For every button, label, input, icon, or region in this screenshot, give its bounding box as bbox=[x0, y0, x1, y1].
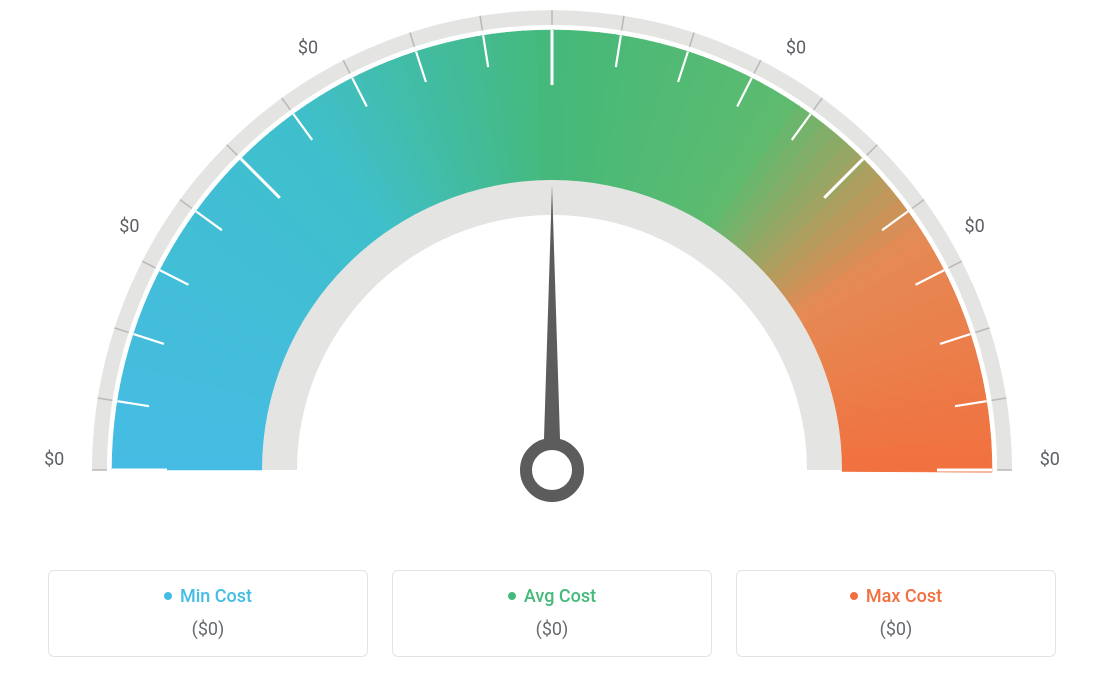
gauge-chart: $0$0$0$0$0$0$0 bbox=[0, 0, 1104, 560]
legend-label-avg: Avg Cost bbox=[524, 586, 596, 607]
legend-title-avg: Avg Cost bbox=[508, 586, 596, 607]
svg-text:$0: $0 bbox=[965, 216, 985, 237]
legend-card-max: Max Cost ($0) bbox=[736, 570, 1056, 657]
legend-title-max: Max Cost bbox=[850, 586, 942, 607]
svg-text:$0: $0 bbox=[786, 37, 806, 58]
legend-value-avg: ($0) bbox=[393, 619, 711, 640]
legend-dot-min bbox=[164, 592, 172, 600]
legend-value-min: ($0) bbox=[49, 619, 367, 640]
legend-card-avg: Avg Cost ($0) bbox=[392, 570, 712, 657]
legend-dot-avg bbox=[508, 592, 516, 600]
svg-text:$0: $0 bbox=[119, 216, 139, 237]
legend-value-max: ($0) bbox=[737, 619, 1055, 640]
legend-label-max: Max Cost bbox=[866, 586, 942, 607]
legend-row: Min Cost ($0) Avg Cost ($0) Max Cost ($0… bbox=[0, 570, 1104, 657]
legend-label-min: Min Cost bbox=[180, 586, 252, 607]
svg-text:$0: $0 bbox=[1040, 449, 1060, 470]
legend-card-min: Min Cost ($0) bbox=[48, 570, 368, 657]
svg-text:$0: $0 bbox=[298, 37, 318, 58]
legend-title-min: Min Cost bbox=[164, 586, 252, 607]
gauge-svg: $0$0$0$0$0$0$0 bbox=[0, 0, 1104, 560]
legend-dot-max bbox=[850, 592, 858, 600]
svg-text:$0: $0 bbox=[44, 449, 64, 470]
